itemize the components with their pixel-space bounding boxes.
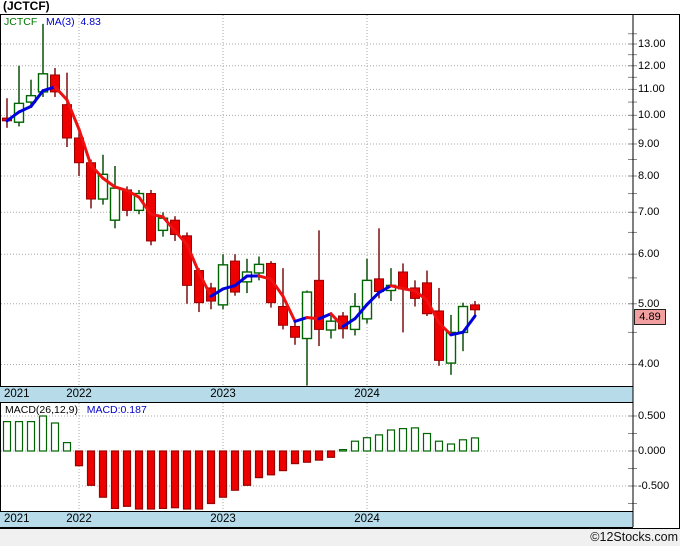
last-price-flag: 4.89 [634,309,666,325]
year-label: 2023 [210,513,236,525]
price-axis-label: 13.00 [638,38,666,50]
price-axis-label: 5.00 [638,297,660,310]
macd-axis-label: 0.000 [638,445,666,457]
macd-axis-label: -0.500 [638,480,670,492]
ma-value: 4.83 [80,16,101,28]
ma-label: MA(3) [46,16,75,28]
title-strip: (JCTCF) [0,0,680,14]
macd-settings-label: MACD(26,12,9) [5,404,78,416]
price-axis-label: 10.00 [638,109,666,122]
year-label: 2022 [66,388,92,400]
macd-axis-label: 0.500 [638,410,666,422]
year-label: 2021 [4,388,30,400]
price-axis-label: 8.00 [638,169,660,182]
price-axis-label: 6.00 [638,248,660,261]
x-axis-band-top: 2021 2022 2023 2024 [0,386,633,403]
watermark-copyright: ©12Stocks.com [590,530,678,544]
page-title: (JCTCF) [3,0,50,13]
price-panel-header: JCTCF MA(3) 4.83 [4,16,101,28]
year-label: 2024 [354,388,380,400]
year-label: 2024 [354,513,380,525]
x-axis-band-bottom: 2021 2022 2023 2024 [0,511,633,528]
price-axis-label: 4.00 [638,358,660,371]
year-label: 2022 [66,513,92,525]
price-axis-label: 9.00 [638,137,660,150]
year-label: 2023 [210,388,236,400]
macd-panel-header: MACD(26,12,9) MACD:0.187 [5,404,147,416]
macd-value-label: MACD:0.187 [86,404,147,416]
price-axis-label: 12.00 [638,59,666,72]
chart-box [0,14,680,529]
symbol-label: JCTCF [4,16,38,28]
year-label: 2021 [4,513,30,525]
price-axis-label: 11.00 [638,83,665,96]
price-axis-label: 7.00 [638,206,660,219]
